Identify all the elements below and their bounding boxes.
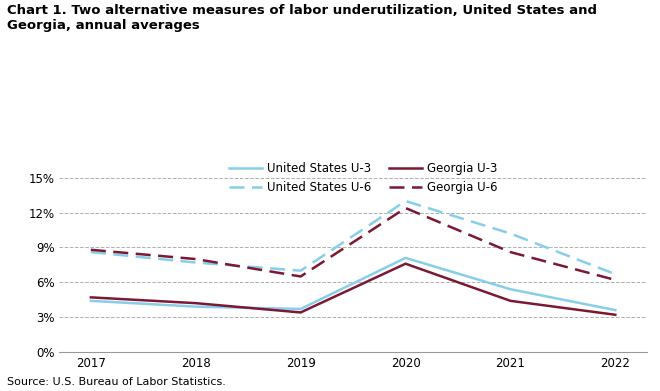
Legend: United States U-3, United States U-6, Georgia U-3, Georgia U-6: United States U-3, United States U-6, Ge… <box>229 162 497 194</box>
Text: Source: U.S. Bureau of Labor Statistics.: Source: U.S. Bureau of Labor Statistics. <box>7 377 226 387</box>
Text: Chart 1. Two alternative measures of labor underutilization, United States and
G: Chart 1. Two alternative measures of lab… <box>7 4 597 32</box>
